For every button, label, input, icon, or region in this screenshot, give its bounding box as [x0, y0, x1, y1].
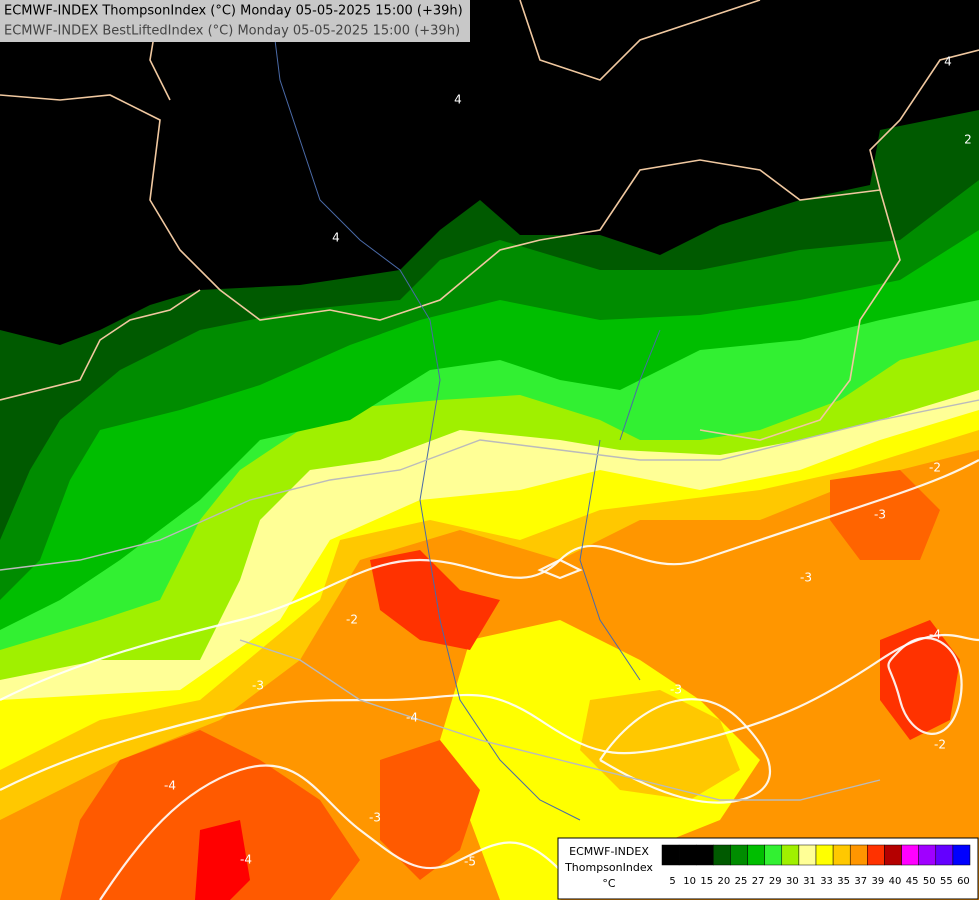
legend-label: 39: [872, 876, 885, 887]
legend-swatch: [678, 844, 697, 866]
legend-label: 15: [700, 876, 713, 887]
contour-label: 4: [454, 93, 462, 107]
header-line: ECMWF-INDEX BestLiftedIndex (°C) Monday …: [4, 24, 460, 39]
contour-label: -4: [164, 779, 176, 793]
contour-line: [0, 634, 979, 791]
legend-swatch: [661, 844, 680, 866]
legend-swatch: [901, 844, 919, 866]
contour-label: -3: [800, 571, 812, 585]
legend-swatch: [952, 844, 971, 866]
legend-label: 31: [803, 876, 816, 887]
legend-label: 20: [718, 876, 731, 887]
contour-label: 4: [944, 55, 952, 69]
field-hot: [195, 820, 250, 900]
legend-title: ThompsonIndex: [564, 861, 653, 874]
contour-labels: 4 4 2 4 -2 -3 -2 -3 -4 -4 -3 -5 -4 -2 -3 -3 -4: [164, 55, 972, 869]
legend-label: 60: [957, 876, 970, 887]
legend-label: 37: [854, 876, 867, 887]
legend-swatch: [815, 844, 834, 866]
country-border: [0, 0, 901, 441]
contour-label: 4: [332, 231, 340, 245]
contour-label: -4: [406, 711, 418, 725]
contour-label: -3: [670, 683, 682, 697]
field-red: [370, 550, 500, 650]
legend-swatch: [849, 844, 868, 866]
legend-swatch: [935, 844, 954, 866]
legend-label: 27: [752, 876, 765, 887]
legend-label: 45: [906, 876, 919, 887]
field-red: [60, 730, 360, 900]
contour-label: -2: [346, 613, 358, 627]
legend-swatch: [713, 844, 731, 866]
legend-swatch: [867, 844, 885, 866]
contour-label: -2: [934, 738, 946, 752]
legend-swatch: [918, 844, 937, 866]
river: [269, 0, 661, 821]
legend-swatch: [798, 844, 817, 866]
header-box: [0, 0, 470, 42]
legend-swatch: [730, 844, 748, 866]
contour-label: -3: [369, 811, 381, 825]
contour-line: [887, 637, 963, 735]
region-border: [0, 399, 979, 801]
field-red: [830, 470, 940, 560]
legend-label: 5: [669, 876, 675, 887]
legend-swatch: [832, 844, 851, 866]
legend-swatch: [764, 844, 783, 866]
contour-line: [99, 764, 561, 901]
contour-label: -3: [874, 508, 886, 522]
legend-swatch: [747, 844, 765, 866]
legend-swatch: [884, 844, 902, 866]
legend-label: 29: [769, 876, 782, 887]
field-red: [380, 740, 480, 880]
legend-label: 50: [923, 876, 936, 887]
contour-line: [599, 698, 772, 804]
legend-swatch: [781, 844, 800, 866]
legend-swatch: [695, 844, 714, 866]
contour-line: [0, 459, 979, 701]
contour-label: -5: [464, 855, 476, 869]
legend-label: 25: [735, 876, 748, 887]
country-border: [0, 49, 979, 321]
contour-line: [537, 558, 583, 580]
header-line: ECMWF-INDEX ThompsonIndex (°C) Monday 05…: [4, 4, 463, 19]
field-black: [0, 0, 979, 345]
legend-label: 33: [820, 876, 833, 887]
legend-label: 40: [889, 876, 902, 887]
contour-label: -3: [252, 679, 264, 693]
legend-title: ECMWF-INDEX: [569, 845, 649, 858]
contour-label: 2: [964, 133, 972, 147]
contour-label: -2: [929, 461, 941, 475]
contour-label: -4: [240, 853, 252, 867]
contour-label: -4: [929, 628, 941, 642]
legend-label: 10: [683, 876, 696, 887]
legend-label: 55: [940, 876, 953, 887]
legend-label: 35: [837, 876, 850, 887]
legend-label: 30: [786, 876, 799, 887]
legend-title: °C: [602, 877, 616, 890]
legend: ECMWF-INDEX ThompsonIndex °C 5 10 15 20 25 27…: [557, 837, 979, 900]
